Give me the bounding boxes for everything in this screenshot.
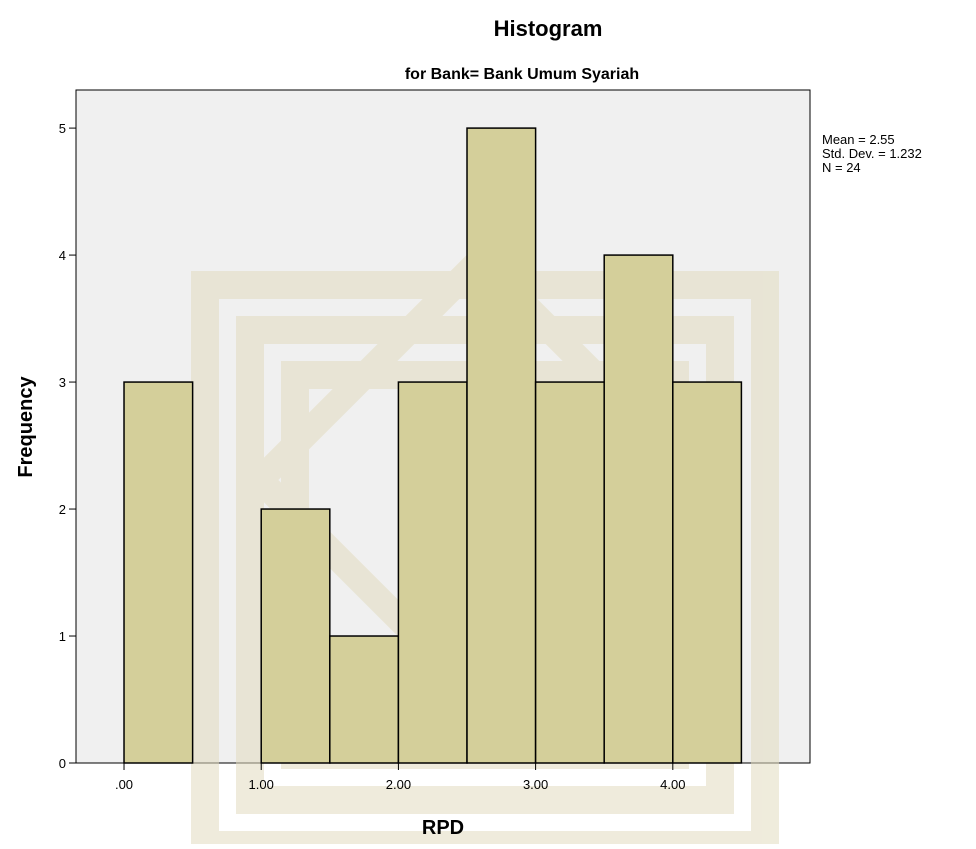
histogram-bar	[123, 381, 194, 764]
y-tick-label: 4	[59, 248, 66, 263]
x-axis-title: RPD	[422, 817, 464, 839]
x-tick-label: .00	[115, 777, 133, 792]
bars-layer	[123, 127, 743, 764]
histogram-bar	[260, 508, 331, 764]
x-tick-label: 1.00	[249, 777, 274, 792]
histogram-bar	[397, 381, 468, 764]
stat-line: Mean = 2.55	[822, 132, 895, 147]
y-tick-label: 5	[59, 121, 66, 136]
histogram-bar	[534, 381, 605, 764]
chart-title: Histogram	[494, 16, 603, 41]
y-tick-label: 3	[59, 375, 66, 390]
y-axis-title: Frequency	[15, 376, 37, 478]
axes-layer: 0 1 2 3 4 5 .00 1.00 2.00 3.00 4.00	[59, 121, 686, 792]
y-tick-label: 1	[59, 629, 66, 644]
stat-line: N = 24	[822, 160, 861, 175]
x-tick-label: 4.00	[660, 777, 685, 792]
histogram-bar	[329, 635, 400, 764]
stat-line: Std. Dev. = 1.232	[822, 146, 922, 161]
y-tick-label: 2	[59, 502, 66, 517]
x-tick-label: 2.00	[386, 777, 411, 792]
chart-subtitle: for Bank= Bank Umum Syariah	[405, 66, 639, 83]
histogram-bar	[603, 254, 674, 764]
histogram-bar	[672, 381, 743, 764]
y-tick-label: 0	[59, 756, 66, 771]
histogram-bar	[466, 127, 537, 764]
x-tick-label: 3.00	[523, 777, 548, 792]
